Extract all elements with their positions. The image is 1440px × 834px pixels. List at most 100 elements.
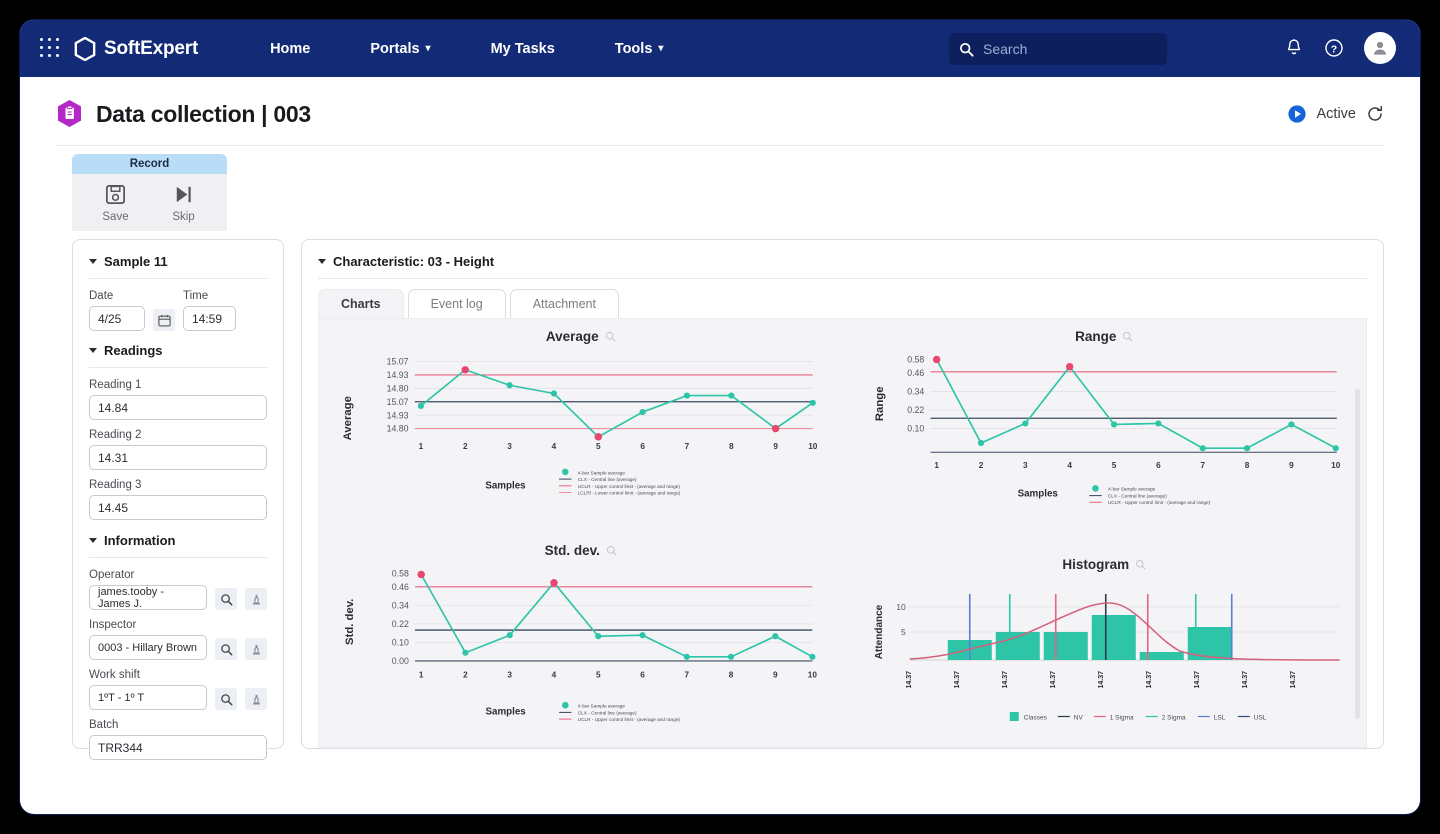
svg-text:6: 6 xyxy=(640,670,645,679)
chart-average-ylabel: Average xyxy=(342,396,354,440)
nav-link-label: Home xyxy=(270,40,311,57)
chart-title-text: Average xyxy=(545,329,599,344)
chart-range: Range Range 0.58 0.46 0.34 0.22 xyxy=(843,319,1367,533)
chart-std-dev-plot: Std. dev. 0.58 0.46 0.34 0.22 0.10 0.00 xyxy=(344,569,817,723)
svg-text:UCLR - Upper control limit - (: UCLR - Upper control limit - (average an… xyxy=(578,717,681,723)
workshift-lookup-icon[interactable] xyxy=(215,688,237,710)
zoom-icon[interactable] xyxy=(605,331,616,342)
zoom-icon[interactable] xyxy=(1135,559,1146,570)
page-title: Data collection | 003 xyxy=(96,100,311,127)
operator-lookup-icon[interactable] xyxy=(215,588,237,610)
user-avatar[interactable] xyxy=(1364,32,1396,64)
magnifier-glyph xyxy=(220,643,232,655)
content-columns: Sample 11 Date 4/25 xyxy=(20,231,1420,760)
nav-link-portals[interactable]: Portals ▾ xyxy=(340,33,460,65)
inspector-group: Inspector 0003 - Hillary Brown xyxy=(89,619,267,660)
svg-text:6: 6 xyxy=(1156,461,1161,470)
inspector-pick-icon[interactable] xyxy=(245,638,267,660)
grid-apps-icon[interactable] xyxy=(38,37,60,60)
xticks: 1 2 3 4 5 6 7 8 9 10 xyxy=(934,461,1340,470)
characteristic-header[interactable]: Characteristic: 03 - Height xyxy=(318,254,1367,269)
nav-links: Home Portals ▾ My Tasks Tools ▾ xyxy=(240,33,693,65)
svg-text:UCLR - Upper control limit - (: UCLR - Upper control limit - (average an… xyxy=(578,484,681,490)
skip-button[interactable]: Skip xyxy=(161,183,207,223)
document-badge-icon xyxy=(58,100,81,127)
zoom-icon[interactable] xyxy=(606,545,617,556)
ribbon-group-label: Record xyxy=(72,154,227,174)
inspector-input[interactable]: 0003 - Hillary Brown xyxy=(89,635,207,660)
chart-range-plot: Range 0.58 0.46 0.34 0.22 0.10 xyxy=(874,355,1341,507)
brand-logo[interactable]: SoftExpert xyxy=(74,36,199,61)
svg-text:3: 3 xyxy=(507,670,512,679)
date-input[interactable]: 4/25 xyxy=(89,306,145,331)
workshift-label: Work shift xyxy=(89,669,140,681)
svg-text:10: 10 xyxy=(808,670,818,679)
bell-icon[interactable] xyxy=(1284,38,1304,58)
reading-1-input[interactable]: 14.84 xyxy=(89,395,267,420)
collapse-triangle-icon xyxy=(318,259,326,264)
batch-input[interactable]: TRR344 xyxy=(89,735,267,760)
workshift-pick-icon[interactable] xyxy=(245,688,267,710)
search-input[interactable] xyxy=(983,41,1157,57)
ytick: 5 xyxy=(901,627,906,637)
xticks: 1 2 3 4 5 6 7 8 9 10 xyxy=(419,670,817,679)
divider xyxy=(89,367,267,368)
header-divider xyxy=(56,145,1384,146)
status-area: Active xyxy=(1287,104,1385,124)
svg-text:8: 8 xyxy=(729,670,734,679)
svg-text:5: 5 xyxy=(596,670,601,679)
inspector-lookup-icon[interactable] xyxy=(215,638,237,660)
svg-text:3: 3 xyxy=(1023,461,1028,470)
ytick: 0.22 xyxy=(392,619,409,629)
svg-text:14.37: 14.37 xyxy=(1145,671,1152,689)
sample-section-label: Sample 11 xyxy=(104,254,168,269)
tab-attachment[interactable]: Attachment xyxy=(509,289,619,318)
save-button[interactable]: Save xyxy=(93,183,139,223)
reading-2-input[interactable]: 14.31 xyxy=(89,445,267,470)
svg-text:14.37: 14.37 xyxy=(1289,671,1296,689)
divider xyxy=(89,557,267,558)
page-header: Data collection | 003 Active xyxy=(20,77,1420,129)
svg-text:7: 7 xyxy=(684,670,689,679)
refresh-icon[interactable] xyxy=(1366,105,1384,123)
svg-text:14.37: 14.37 xyxy=(1241,671,1248,689)
magnifier-glyph xyxy=(220,593,232,605)
svg-text:4: 4 xyxy=(1067,461,1072,470)
tab-charts[interactable]: Charts xyxy=(318,289,404,318)
normal-curve xyxy=(909,602,1340,661)
ytick: 14.80 xyxy=(387,383,409,393)
readings-section-header[interactable]: Readings xyxy=(89,343,267,358)
charts-container: Average Average 15.07 14.93 14.80 xyxy=(318,318,1367,748)
svg-text:X-bar Sample average: X-bar Sample average xyxy=(578,470,626,476)
sample-section-header[interactable]: Sample 11 xyxy=(89,254,267,269)
svg-text:3: 3 xyxy=(507,442,512,451)
time-input[interactable]: 14:59 xyxy=(183,306,236,331)
nav-link-tools[interactable]: Tools ▾ xyxy=(585,33,694,65)
charts-scrollbar[interactable] xyxy=(1355,389,1360,719)
tab-event-log[interactable]: Event log xyxy=(407,289,506,318)
zoom-icon[interactable] xyxy=(1122,331,1134,342)
svg-text:14.37: 14.37 xyxy=(1049,671,1056,689)
operator-input[interactable]: james.tooby - James J. xyxy=(89,585,207,610)
svg-text:USL: USL xyxy=(1253,715,1266,722)
tab-bar: Charts Event log Attachment xyxy=(318,289,1367,318)
nav-link-my-tasks[interactable]: My Tasks xyxy=(461,33,585,65)
workshift-input[interactable]: 1ºT - 1º T xyxy=(89,685,207,710)
brand-name: SoftExpert xyxy=(104,37,199,59)
chart-histogram-title: Histogram xyxy=(843,557,1367,572)
information-section-header[interactable]: Information xyxy=(89,533,267,548)
calendar-icon[interactable] xyxy=(153,309,175,331)
operator-pick-icon[interactable] xyxy=(245,588,267,610)
characteristic-label: Characteristic: 03 - Height xyxy=(333,254,495,269)
svg-text:4: 4 xyxy=(552,442,557,451)
nav-link-home[interactable]: Home xyxy=(240,33,340,65)
chevron-down-icon: ▾ xyxy=(658,43,664,54)
ytick: 15.07 xyxy=(387,397,409,407)
chart-histogram-legend: Classes NV 1 Sigma 2 Sigma LSL USL xyxy=(1009,712,1266,722)
global-search[interactable] xyxy=(949,33,1167,65)
help-icon[interactable]: ? xyxy=(1324,38,1344,58)
svg-text:9: 9 xyxy=(1289,461,1294,470)
reading-3-input[interactable]: 14.45 xyxy=(89,495,267,520)
series-line xyxy=(420,574,813,658)
readings-section-label: Readings xyxy=(104,343,163,358)
